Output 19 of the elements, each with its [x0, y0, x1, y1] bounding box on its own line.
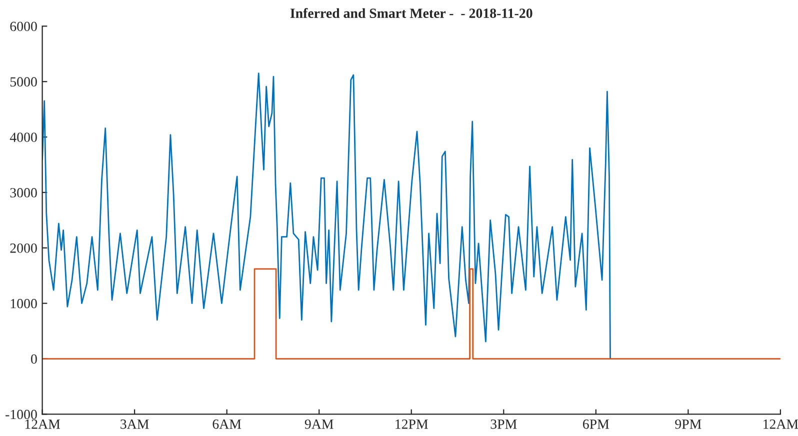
x-tick-label: 6PM — [582, 420, 610, 429]
y-tick-label: 3000 — [10, 188, 37, 198]
x-tick-label: 12PM — [396, 420, 428, 429]
x-tick-label: 3PM — [490, 420, 517, 429]
y-tick-label: 4000 — [10, 132, 37, 142]
x-tick-label: 12AM — [25, 420, 60, 429]
y-tick-label: 5000 — [10, 77, 37, 87]
y-tick-label: -1000 — [6, 410, 37, 420]
chart-title: Inferred and Smart Meter - - 2018-11-20 — [290, 8, 532, 18]
y-tick-label: 6000 — [10, 22, 37, 32]
x-tick-label: 6AM — [212, 420, 242, 429]
y-tick-label: 0 — [31, 354, 37, 364]
y-tick-label: 1000 — [10, 298, 37, 308]
x-tick-label: 12AM — [764, 420, 798, 429]
x-tick-label: 3AM — [120, 420, 149, 429]
x-tick-label: 9PM — [675, 420, 702, 429]
y-tick-label: 2000 — [10, 243, 37, 253]
line-series — [42, 72, 611, 360]
x-tick-label: 9AM — [304, 420, 334, 429]
